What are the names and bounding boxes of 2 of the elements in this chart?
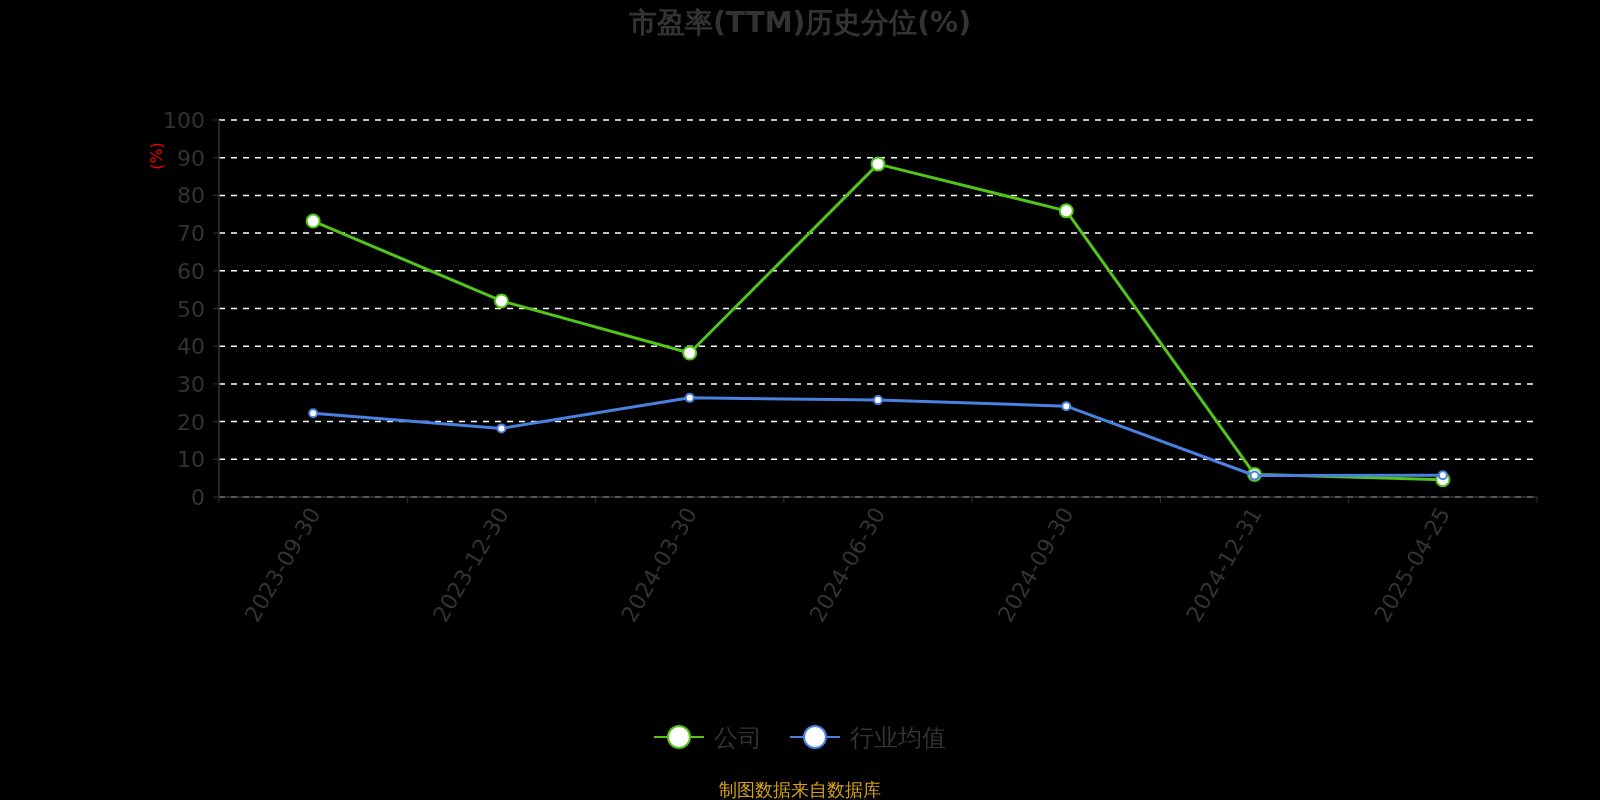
y-axis-title: (%) [147,142,166,170]
text: 制图数据来自数据库 [719,779,881,800]
